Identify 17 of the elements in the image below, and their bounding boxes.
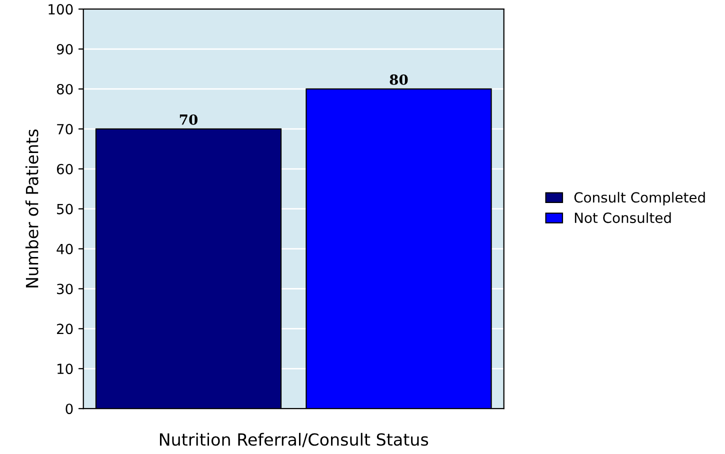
data-label: 80 xyxy=(390,74,408,85)
y-tick-label: 50 xyxy=(57,204,73,214)
y-tick-label: 90 xyxy=(56,44,73,55)
y-tick-label: 70 xyxy=(57,124,73,134)
legend-label: Consult Completed xyxy=(574,192,705,206)
data-label: 70 xyxy=(180,114,198,125)
y-tick-label: 60 xyxy=(56,164,73,174)
x-axis-title: Nutrition Referral/Consult Status xyxy=(160,432,428,448)
y-tick-label: 100 xyxy=(48,4,73,15)
y-tick-label: 0 xyxy=(66,404,73,414)
y-axis-title: Number of Patients xyxy=(25,129,38,288)
y-tick-label: 10 xyxy=(58,364,73,374)
y-tick-label: 40 xyxy=(56,244,73,254)
y-tick-label: 80 xyxy=(56,84,73,94)
y-tick-label: 20 xyxy=(56,324,73,334)
legend-label: Not Consulted xyxy=(574,212,671,224)
y-tick-label: 30 xyxy=(57,284,73,294)
